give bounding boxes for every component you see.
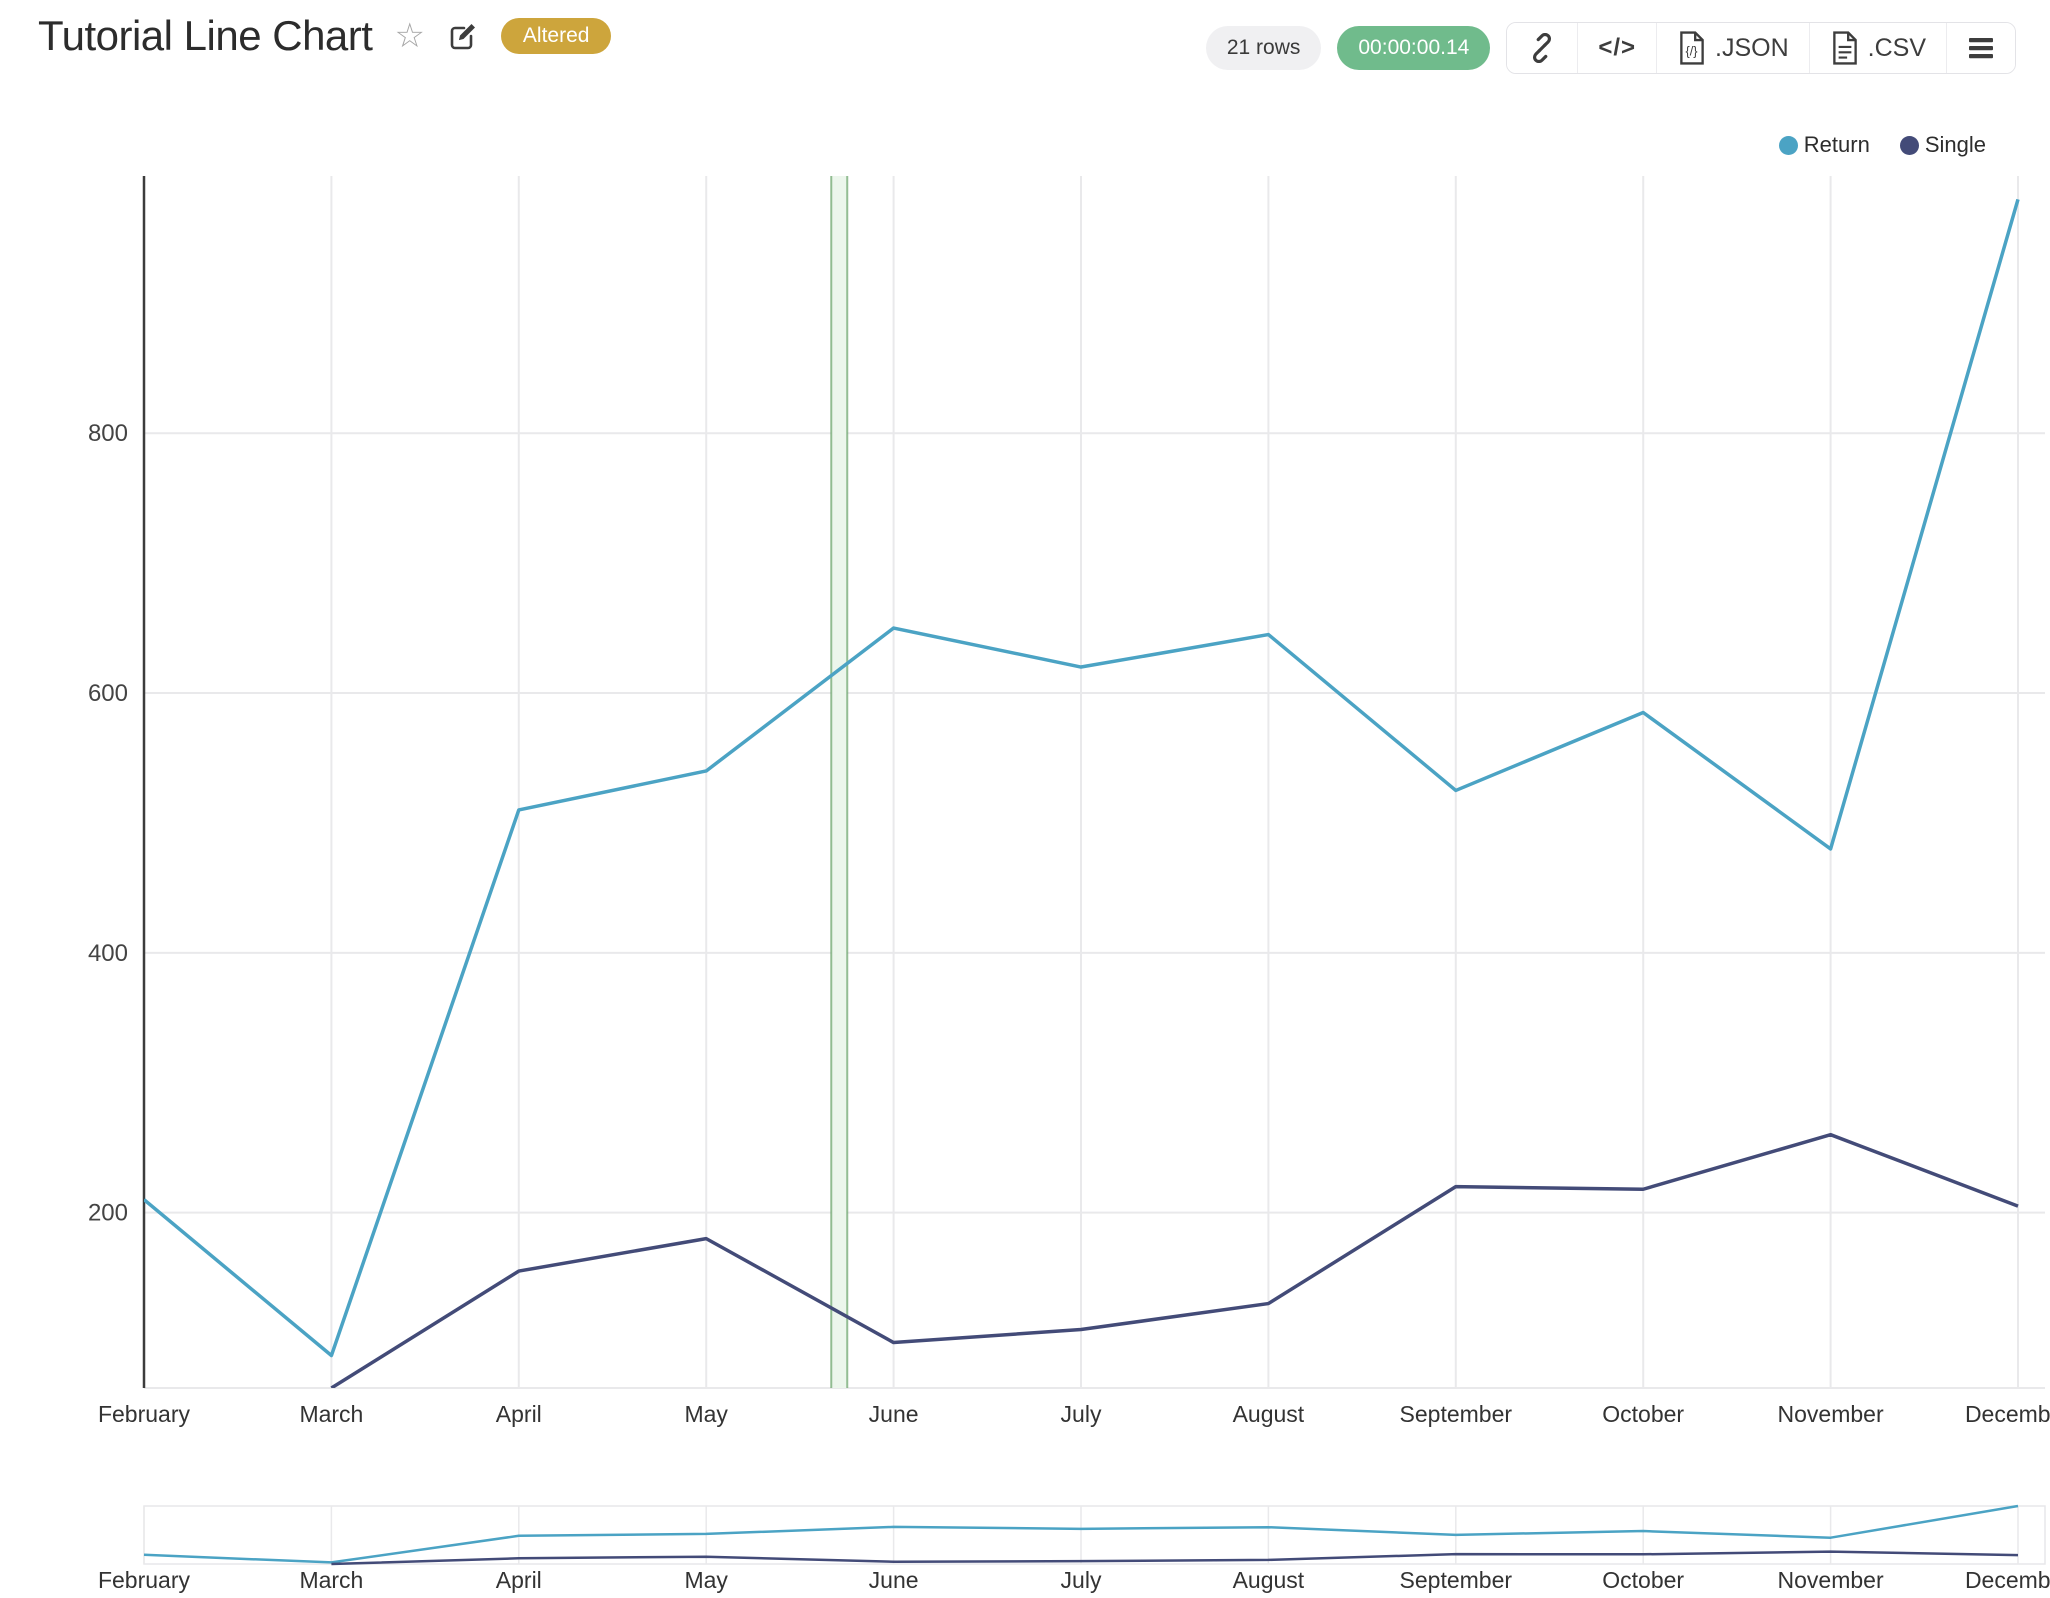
rangeslider-x-tick-label: September <box>1400 1567 1513 1593</box>
embed-code-button[interactable]: </> <box>1577 23 1657 73</box>
csv-label: .CSV <box>1867 33 1926 62</box>
rangeslider-x-tick-label: August <box>1233 1567 1305 1593</box>
annotation-band <box>831 176 848 1388</box>
header: Tutorial Line Chart ☆ Altered <box>38 12 612 60</box>
x-tick-label: September <box>1400 1401 1513 1427</box>
rangeslider-x-tick-label: July <box>1061 1567 1102 1593</box>
y-tick-label: 800 <box>88 420 128 447</box>
rangeslider-x-tick-label: June <box>869 1567 919 1593</box>
more-menu-button[interactable] <box>1946 23 2015 73</box>
page-title: Tutorial Line Chart <box>38 12 373 59</box>
edit-icon[interactable] <box>447 20 479 52</box>
return-series-swatch <box>1778 135 1798 155</box>
x-tick-label: December <box>1965 1401 2050 1427</box>
legend-item-return[interactable]: Return <box>1778 132 1870 158</box>
json-label: .JSON <box>1715 33 1789 62</box>
download-json-button[interactable]: {/} .JSON <box>1656 23 1809 73</box>
x-tick-label: March <box>299 1401 363 1427</box>
row-count-badge: 21 rows <box>1205 26 1322 70</box>
altered-badge: Altered <box>500 18 612 54</box>
rangeslider-x-tick-label: May <box>684 1567 728 1593</box>
x-tick-label: November <box>1778 1401 1884 1427</box>
export-button-group: </> {/} .JSON <box>1506 22 2016 74</box>
x-tick-label: May <box>684 1401 728 1427</box>
share-link-button[interactable] <box>1507 23 1578 73</box>
x-tick-label: July <box>1061 1401 1102 1427</box>
link-icon <box>1527 33 1557 63</box>
query-runtime-badge: 00:00:00.14 <box>1337 26 1491 70</box>
code-icon: </> <box>1598 34 1637 61</box>
series-line-single[interactable] <box>330 1132 2019 1388</box>
x-tick-label: June <box>869 1401 919 1427</box>
svg-text:{/}: {/} <box>1685 43 1698 58</box>
json-file-icon: {/} <box>1677 31 1707 65</box>
series-line-return[interactable] <box>144 198 2020 1358</box>
rangeslider-x-tick-label: February <box>98 1567 191 1593</box>
chart-legend: Return Single <box>1778 132 1986 158</box>
x-tick-label: February <box>98 1401 191 1427</box>
x-tick-label: October <box>1602 1401 1684 1427</box>
rangeslider-x-tick-label: March <box>299 1567 363 1593</box>
rangeslider-x-tick-label: December <box>1965 1567 2050 1593</box>
result-controls: 21 rows 00:00:00.14 </> <box>1205 22 2016 74</box>
favorite-star-icon[interactable]: ☆ <box>394 17 425 55</box>
y-tick-label: 400 <box>88 940 128 967</box>
y-tick-label: 600 <box>88 680 128 707</box>
x-tick-label: August <box>1233 1401 1305 1427</box>
y-tick-label: 200 <box>88 1200 128 1227</box>
legend-item-single[interactable]: Single <box>1899 132 1986 158</box>
single-series-swatch <box>1899 135 1919 155</box>
rangeslider-series-return <box>143 1504 2019 1564</box>
x-tick-label: April <box>496 1401 542 1427</box>
csv-file-icon <box>1830 31 1860 65</box>
rangeslider-x-tick-label: November <box>1778 1567 1884 1593</box>
rangeslider-x-tick-label: April <box>496 1567 542 1593</box>
download-csv-button[interactable]: .CSV <box>1808 23 1946 73</box>
rangeslider-x-tick-label: October <box>1602 1567 1684 1593</box>
hamburger-menu-icon <box>1967 35 1995 61</box>
rangeslider-series-single <box>331 1550 2019 1566</box>
